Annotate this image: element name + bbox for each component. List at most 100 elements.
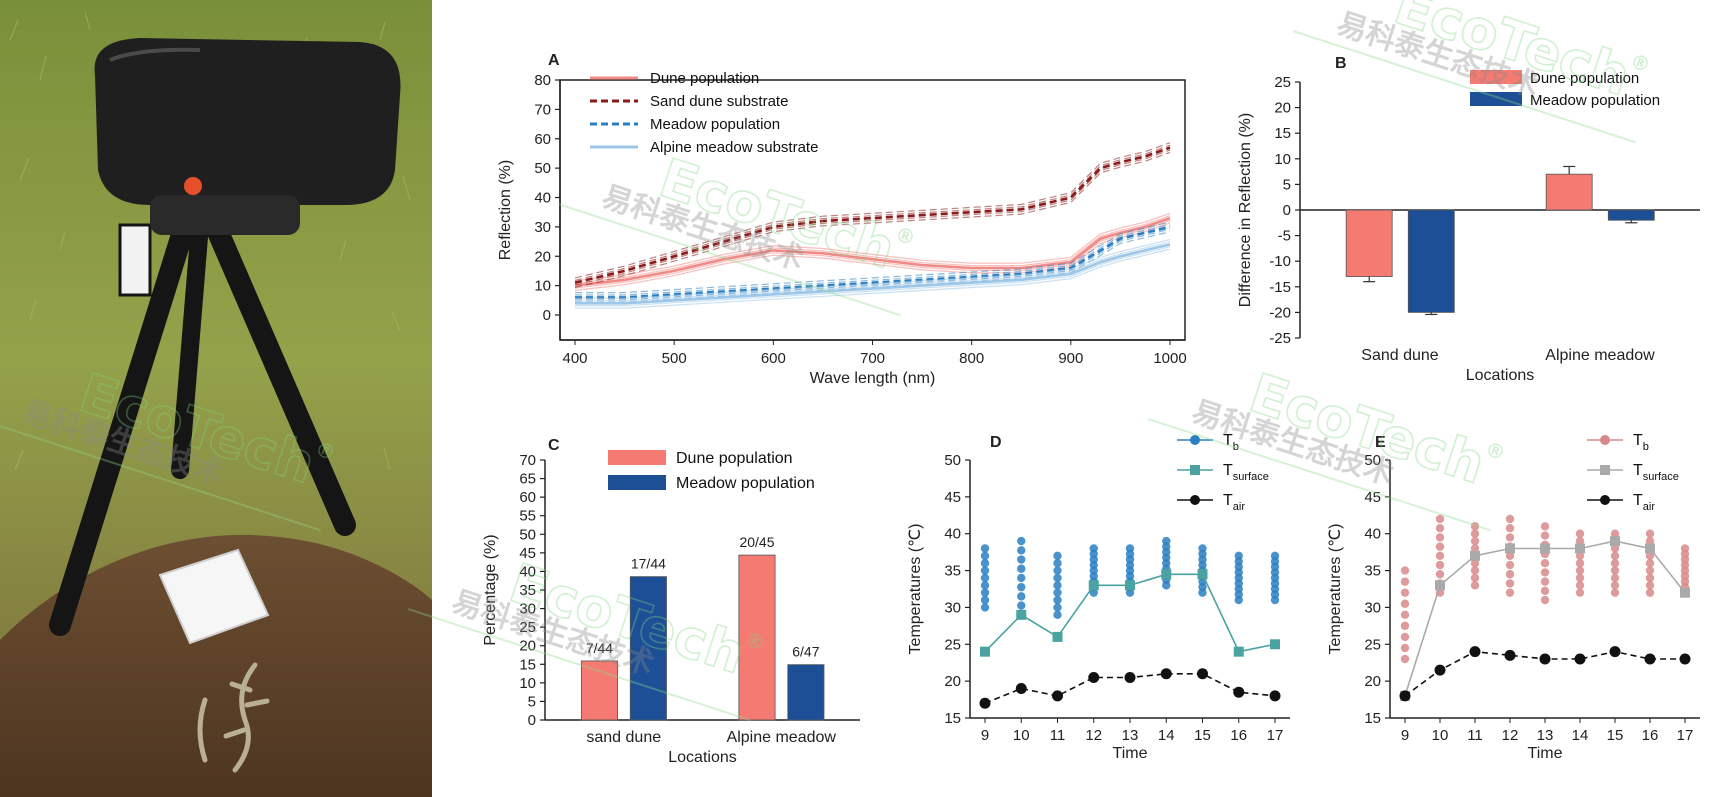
panel-a-line <box>575 225 1171 299</box>
panel-e-point <box>1645 536 1655 546</box>
panel-e-point <box>1470 559 1480 568</box>
panel-e-point <box>1400 599 1410 608</box>
panel-e-x-tick-label: 16 <box>1642 727 1659 744</box>
panel-d-point <box>1015 683 1027 695</box>
white-reference-plate <box>158 548 270 645</box>
panel-d-point <box>1017 536 1026 546</box>
panel-c-y-tick-label: 30 <box>519 601 536 618</box>
panel-e-point <box>1400 588 1410 597</box>
panel-d-point <box>980 595 990 605</box>
watermark-rule <box>1292 30 1636 144</box>
panel-e-x-tick-label: 14 <box>1572 727 1589 744</box>
panel-c-category-label: Alpine meadow <box>727 729 837 746</box>
spectrometer <box>94 38 401 235</box>
panel-d-point <box>1125 544 1135 553</box>
panel-d-series-surface <box>980 569 1280 657</box>
panel-e-legend-marker <box>1600 465 1610 475</box>
panel-d-point <box>1088 580 1099 591</box>
panel-e-point <box>1540 522 1550 531</box>
panel-e-legend-marker <box>1600 495 1610 505</box>
panel-d-point <box>1017 555 1026 564</box>
panel-b-bar <box>1607 209 1655 221</box>
panel-c-y-tick-label: 0 <box>528 712 536 729</box>
panel-e-point <box>1574 653 1586 665</box>
panel-c-x-axis-label: Locations <box>668 749 737 766</box>
panel-d-point <box>1089 544 1098 553</box>
panel-c-legend-label: Dune population <box>676 450 793 467</box>
panel-e-point <box>1470 529 1480 538</box>
panel-c-bar <box>787 664 825 721</box>
panel-e-point <box>1400 643 1410 653</box>
panel-c-category-label: sand dune <box>586 729 661 746</box>
panel-d-point <box>1197 569 1208 580</box>
panel-d-point <box>1017 601 1026 610</box>
panel-e-x-axis-label: Time <box>1528 745 1563 762</box>
panel-a-line <box>574 142 1171 279</box>
panel-a-y-tick-label: 80 <box>534 72 551 89</box>
panel-d-y-axis-label: Temperatures (℃) <box>907 524 924 655</box>
watermark-rule <box>407 608 751 722</box>
panel-d-point <box>1053 566 1062 575</box>
panel-a-series-1 <box>574 142 1171 289</box>
panel-d-point <box>1270 639 1280 650</box>
panel-c-y-tick-label: 55 <box>519 508 536 525</box>
panel-d-x-tick-label: 11 <box>1050 727 1066 744</box>
panel-e-point <box>1575 573 1585 583</box>
panel-a-line <box>574 216 1171 287</box>
panel-a-y-tick-label: 30 <box>534 219 551 236</box>
panel-c-bar <box>738 554 776 721</box>
panel-letter-b: B <box>1335 55 1347 72</box>
panel-e-legend-label: Tb <box>1633 432 1649 453</box>
panel-c-data-label: 7/44 <box>586 640 613 656</box>
panel-e-point <box>1609 646 1621 658</box>
panel-b-legend-label: Meadow population <box>1530 92 1660 109</box>
panel-e-y-axis-label: Temperatures (℃) <box>1327 524 1344 655</box>
panel-a-legend-label: Meadow population <box>650 116 780 133</box>
panel-a-line <box>575 228 1171 301</box>
panel-d-point <box>1017 564 1026 573</box>
panel-d-x-axis-label: Time <box>1113 745 1148 762</box>
panel-a-legend-label: Sand dune substrate <box>650 93 788 110</box>
panel-e-y-tick-label: 25 <box>1364 636 1381 653</box>
panel-e-y-tick-label: 15 <box>1364 710 1381 727</box>
panel-e-point <box>1540 577 1550 586</box>
panel-a-y-tick-label: 0 <box>543 307 551 324</box>
panel-e-point <box>1505 543 1515 554</box>
panel-e-point <box>1644 653 1656 665</box>
panel-letter-d: D <box>990 434 1002 451</box>
panel-e-point <box>1575 566 1585 575</box>
panel-b-y-tick-label: 15 <box>1274 125 1291 142</box>
panel-e-point <box>1540 568 1550 577</box>
panel-a-x-axis-label: Wave length (nm) <box>810 370 936 387</box>
panel-e-y-tick-label: 20 <box>1364 673 1381 690</box>
panel-d-y-tick-label: 15 <box>944 710 961 727</box>
chart-panel-b: B -25 -20 -15 -10 -5 0 5 10 15 20 25 Difference in R… <box>1237 55 1700 384</box>
panel-e-point <box>1470 544 1480 553</box>
panel-d-point <box>1017 582 1026 592</box>
panel-a-line <box>574 149 1171 286</box>
panel-a-line <box>575 241 1171 302</box>
panel-e-point <box>1575 581 1585 590</box>
panel-e-point <box>1575 529 1585 538</box>
panel-b-y-tick-label: 25 <box>1274 74 1291 91</box>
panel-b-category-label: Alpine meadow <box>1545 347 1655 364</box>
panel-d-point <box>1017 546 1026 555</box>
panel-e-point <box>1504 649 1516 661</box>
panel-d-point <box>1053 559 1062 568</box>
panel-e-point <box>1610 536 1620 547</box>
panel-a-y-axis-label: Reflection (%) <box>497 160 514 260</box>
panel-a-y-tick-label: 50 <box>534 160 551 177</box>
panel-c-legend-swatch <box>608 450 666 465</box>
panel-e-point <box>1645 551 1655 561</box>
panel-a-series-3 <box>575 239 1171 309</box>
panel-e-point <box>1399 690 1411 702</box>
panel-e-point <box>1435 514 1445 524</box>
panel-d-point <box>1161 569 1172 580</box>
panel-b-bar <box>1545 173 1593 211</box>
panel-a-line <box>574 151 1171 289</box>
panel-e-point <box>1434 664 1446 676</box>
panel-e-y-tick-label: 50 <box>1364 452 1381 469</box>
panel-d-point <box>1017 573 1026 583</box>
